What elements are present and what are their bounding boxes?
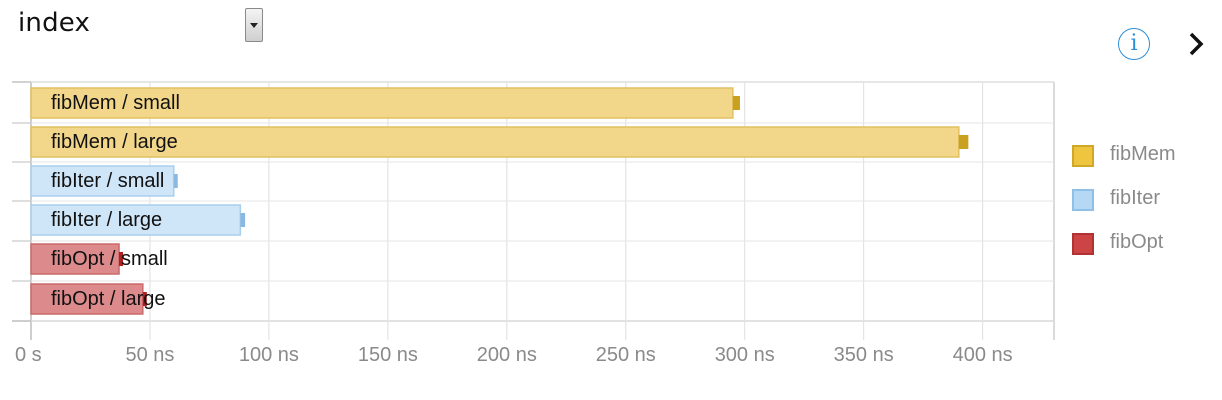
x-tick-label: 100 ns xyxy=(239,344,299,366)
next-button[interactable] xyxy=(1186,28,1210,60)
bar-fibOpt xyxy=(30,243,120,275)
legend-swatch xyxy=(1072,145,1094,167)
x-tick-label: 200 ns xyxy=(477,344,537,366)
chevron-right-icon xyxy=(1189,32,1204,56)
x-tick-label: 250 ns xyxy=(596,344,656,366)
bar-fibIter xyxy=(30,204,242,236)
page-title: index xyxy=(18,8,91,38)
bar-label: fibMem / large xyxy=(51,131,178,153)
x-tick-label: 0 s xyxy=(15,344,42,366)
bar-label: fibOpt / small xyxy=(51,248,168,270)
legend-label: fibOpt xyxy=(1110,231,1164,253)
bar-label: fibIter / small xyxy=(51,170,164,192)
legend-label: fibIter xyxy=(1110,187,1161,209)
bar-label: fibOpt / large xyxy=(51,288,166,310)
bar-label: fibIter / large xyxy=(51,209,162,231)
bar-fibMem xyxy=(30,87,734,119)
legend-swatch xyxy=(1072,189,1094,211)
x-tick-label: 350 ns xyxy=(834,344,894,366)
confidence-interval-marker xyxy=(142,292,147,306)
bar-fibMem xyxy=(30,126,960,158)
confidence-interval-marker xyxy=(732,96,740,110)
info-icon: i xyxy=(1130,31,1138,56)
legend-swatch xyxy=(1072,233,1094,255)
x-tick-label: 150 ns xyxy=(358,344,418,366)
confidence-interval-marker xyxy=(173,174,178,188)
confidence-interval-marker xyxy=(958,135,969,149)
bar-label: fibMem / small xyxy=(51,92,180,114)
bar-fibIter xyxy=(30,165,175,197)
bar-fibOpt xyxy=(30,283,144,315)
legend-label: fibMem xyxy=(1110,143,1176,165)
report-select-dropdown[interactable] xyxy=(245,8,263,42)
x-tick-label: 300 ns xyxy=(715,344,775,366)
x-tick-label: 400 ns xyxy=(953,344,1013,366)
confidence-interval-marker xyxy=(119,252,124,266)
info-button[interactable]: i xyxy=(1118,28,1150,60)
confidence-interval-marker xyxy=(240,213,246,227)
x-tick-label: 50 ns xyxy=(125,344,174,366)
bar-chart: 0 s 50 ns 100 ns 150 ns 200 ns 250 ns 300 ns 35… xyxy=(12,81,1055,366)
